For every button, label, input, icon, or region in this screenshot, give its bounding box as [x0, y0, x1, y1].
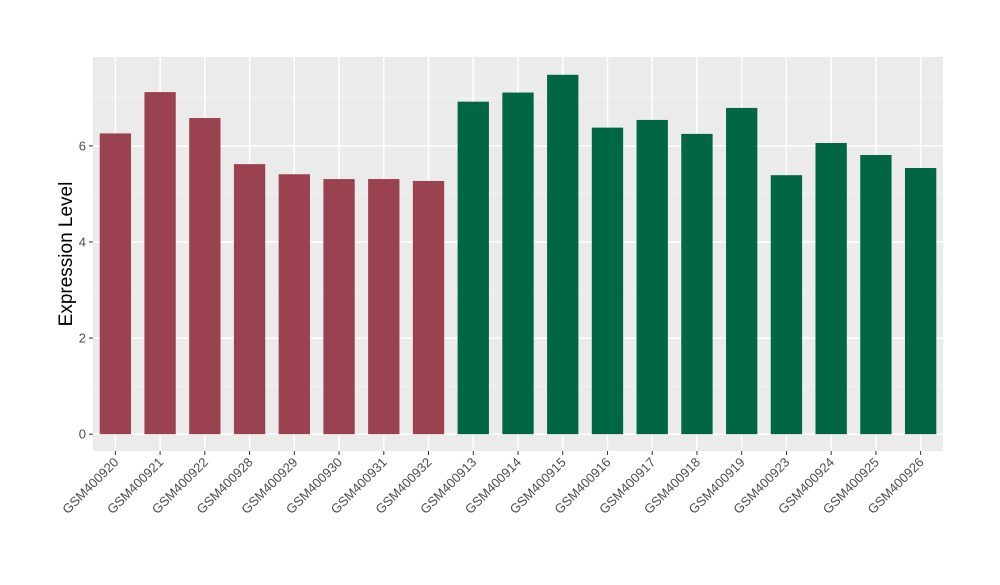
bar-GSM400916 [591, 127, 624, 435]
y-tick-label: 2 [79, 331, 86, 346]
y-tick-label: 0 [79, 427, 86, 442]
bar-GSM400930 [323, 179, 355, 435]
y-axis-label: Expression Level [56, 182, 77, 327]
bar-GSM400915 [547, 74, 579, 435]
y-tick-label: 6 [79, 138, 86, 153]
bar-GSM400925 [860, 155, 892, 435]
bar-GSM400929 [278, 174, 310, 435]
bar-GSM400922 [189, 118, 221, 435]
bar-GSM400913 [457, 101, 489, 435]
bar-GSM400918 [681, 133, 713, 435]
bar-GSM400919 [726, 107, 758, 435]
bars [99, 74, 937, 435]
bar-GSM400924 [815, 143, 847, 435]
bar-GSM400914 [502, 92, 534, 435]
bar-GSM400923 [770, 175, 803, 435]
y-axis: 0 2 4 6 [79, 138, 93, 442]
bar-GSM400932 [412, 180, 445, 435]
bar-GSM400931 [368, 179, 400, 435]
bar-GSM400926 [904, 167, 937, 435]
bar-GSM400928 [233, 164, 266, 435]
bar-GSM400921 [144, 92, 176, 435]
bar-GSM400917 [636, 119, 668, 435]
x-axis: GSM400920GSM400921GSM400922GSM400928GSM4… [59, 451, 927, 517]
bar-GSM400920 [99, 133, 132, 435]
y-tick-label: 4 [79, 234, 86, 249]
